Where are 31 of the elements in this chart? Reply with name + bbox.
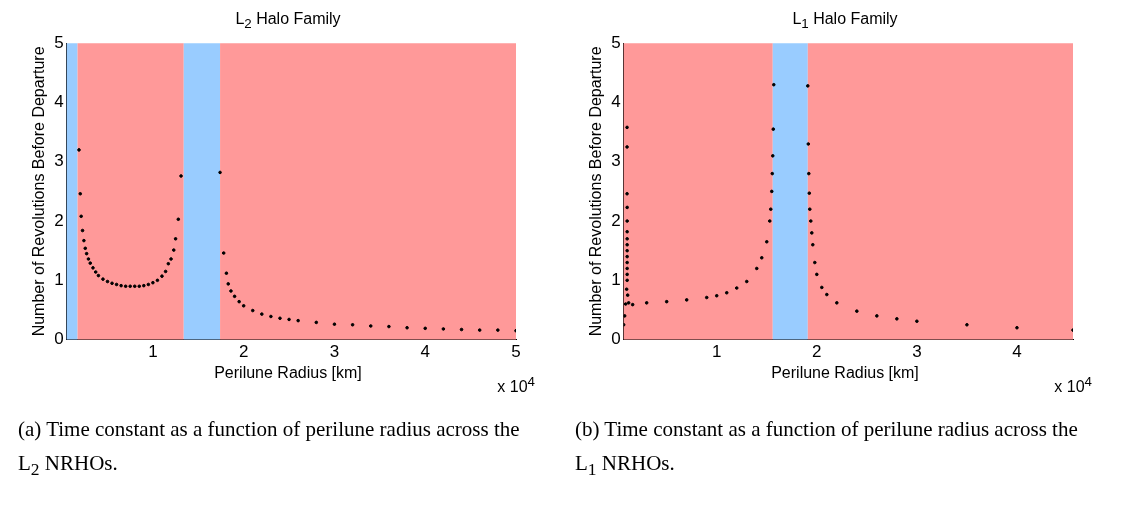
y-tick-label: 0 [611,329,621,349]
y-tick-label: 0 [54,329,64,349]
x-tick-label: 2 [238,342,249,362]
y-tick-label: 2 [54,210,64,230]
y-tick-label: 3 [611,151,621,171]
x-tick-label: 2 [812,342,822,362]
y-axis-title: Number of Revolutions Before Departure [30,46,48,337]
chart-title: L$_{1}$ Halo Family [791,10,899,32]
x-axis-title: Perilune Radius [km] [214,364,362,381]
x-tick-label: 5 [511,342,521,362]
text: (a) Time constant as a function of perilune radius across the L$_{2}$ NRHOs. [18,416,521,482]
y-tick-label: 3 [54,151,64,171]
x-tick-label: 4 [1012,342,1022,362]
y-tick-label: 5 [54,32,64,52]
text: x 10$^{4}$ [497,374,535,397]
x-tick-label: 1 [148,342,158,362]
chart-title: L$_{2}$ Halo Family [234,10,342,32]
y-tick-label: 1 [54,270,64,290]
y-tick-label: 2 [611,210,621,230]
y-axis-title: Number of Revolutions Before Departure [587,46,605,337]
x-tick-label: 3 [912,342,922,362]
x-tick-label: 1 [711,342,722,362]
y-tick-label: 1 [611,270,621,290]
y-tick-label: 5 [611,32,621,52]
text: x 10$^{4}$ [1054,374,1092,397]
text: (b) Time constant as a function of perilune radius across the L$_{1}$ NRHOs. [575,416,1079,482]
x-tick-label: 4 [420,342,430,362]
x-axis-title: Perilune Radius [km] [771,364,919,381]
y-tick-label: 4 [54,92,64,112]
x-tick-label: 3 [329,342,340,362]
y-tick-label: 4 [611,92,621,112]
